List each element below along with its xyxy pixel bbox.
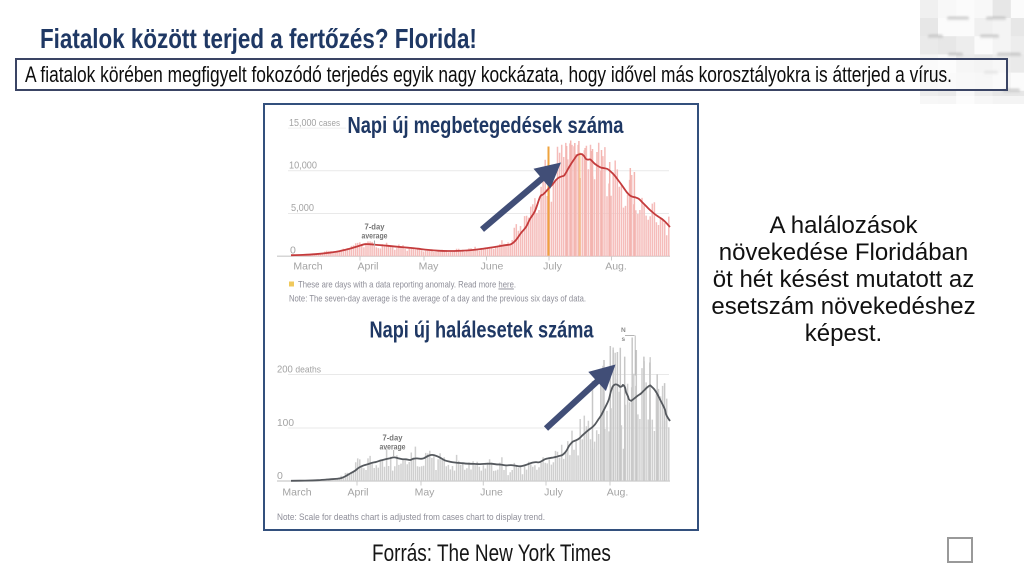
svg-text:0: 0 (277, 470, 283, 482)
svg-text:average: average (380, 442, 406, 452)
svg-text:July: July (543, 261, 562, 273)
svg-text:15,000 cases: 15,000 cases (289, 118, 340, 129)
svg-text:Napi új megbetegedések száma: Napi új megbetegedések száma (348, 112, 625, 138)
svg-text:Napi új halálesetek száma: Napi új halálesetek száma (370, 317, 595, 343)
svg-text:July: July (544, 487, 563, 499)
svg-text:Note: Scale for deaths chart i: Note: Scale for deaths chart is adjusted… (277, 512, 545, 523)
svg-text:Note: The seven-day average is: Note: The seven-day average is the avera… (289, 294, 586, 305)
svg-text:10,000: 10,000 (289, 159, 317, 171)
svg-text:100: 100 (277, 417, 294, 429)
svg-text:200 deaths: 200 deaths (277, 365, 321, 376)
svg-text:0: 0 (290, 245, 296, 257)
svg-text:N: N (621, 327, 626, 334)
svg-text:s: s (622, 336, 626, 343)
svg-text:May: May (415, 487, 436, 499)
svg-text:Aug.: Aug. (605, 261, 627, 273)
svg-text:7-day: 7-day (365, 222, 385, 232)
svg-text:June: June (481, 261, 504, 273)
svg-text:March: March (293, 261, 322, 273)
svg-text:These are days with a data rep: These are days with a data reporting ano… (298, 280, 516, 291)
svg-text:June: June (480, 487, 503, 499)
svg-text:May: May (419, 261, 440, 273)
svg-text:Aug.: Aug. (607, 487, 629, 499)
svg-text:April: April (347, 487, 368, 499)
svg-text:7-day: 7-day (383, 433, 403, 443)
svg-text:5,000: 5,000 (291, 202, 314, 214)
svg-text:average: average (362, 231, 388, 241)
svg-text:March: March (282, 487, 311, 499)
svg-text:April: April (357, 261, 378, 273)
